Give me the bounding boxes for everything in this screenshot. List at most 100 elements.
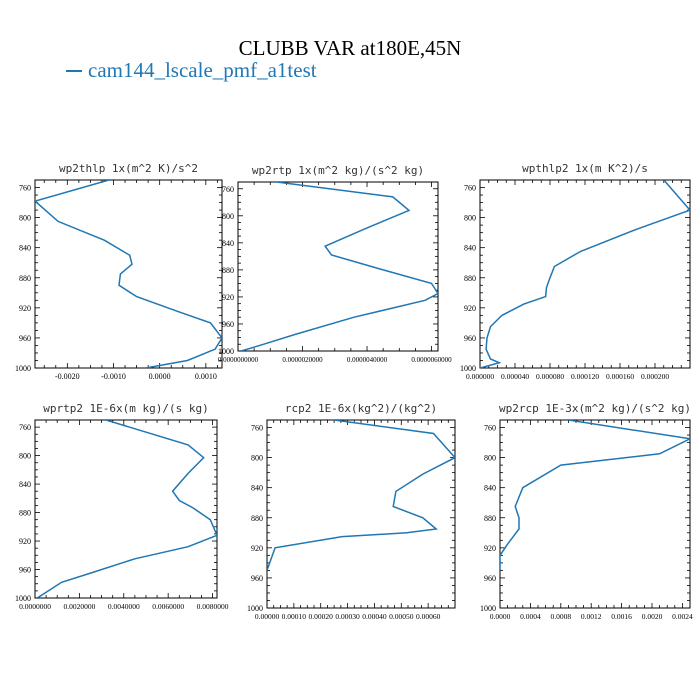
x-tick-label: 0.000080 — [536, 372, 564, 381]
x-tick-label: 0.0008 — [550, 612, 571, 621]
series-line — [500, 420, 690, 571]
y-tick-label: 880 — [19, 509, 31, 518]
x-tick-label: 0.00030 — [335, 612, 360, 621]
x-tick-label: 0.000160 — [606, 372, 634, 381]
panel-title: rcp2 1E-6x(kg^2)/(kg^2) — [285, 402, 437, 415]
y-tick-label: 760 — [251, 424, 263, 433]
x-tick-label: 0.000040 — [501, 372, 529, 381]
y-tick-label: 880 — [251, 514, 263, 523]
y-tick-label: 960 — [464, 334, 476, 343]
y-tick-label: 960 — [222, 320, 234, 329]
series-line — [240, 182, 438, 351]
y-tick-label: 960 — [19, 334, 31, 343]
panel-4: wprtp2 1E-6x(m kg)/(s kg) 760 800 840 880 920… — [15, 402, 229, 611]
y-tick-label: 960 — [19, 566, 31, 575]
y-tick-label: 880 — [19, 274, 31, 283]
y-tick-label: 920 — [464, 304, 476, 313]
x-tick-label: 0.00060 — [416, 612, 441, 621]
x-tick-label: 0.0000 — [149, 372, 171, 381]
panel-2: wp2rtp 1x(m^2 kg)/(s^2 kg) 760 800 840 880 92… — [218, 164, 452, 364]
y-tick-label: 760 — [464, 184, 476, 193]
x-tick-label: 0.0012 — [581, 612, 602, 621]
y-tick-label: 760 — [19, 184, 31, 193]
panel-title: wp2thlp 1x(m^2 K)/s^2 — [59, 162, 198, 175]
panel-title: wp2rcp 1E-3x(m^2 kg)/(s^2 kg) — [499, 402, 691, 415]
panel-5: rcp2 1E-6x(kg^2)/(kg^2) 760 800 840 880 920 96… — [247, 402, 456, 621]
x-tick-label: 0.0004 — [520, 612, 541, 621]
x-tick-label: 0.0020000 — [63, 602, 95, 611]
y-tick-label: 840 — [222, 239, 234, 248]
series-line — [36, 420, 217, 598]
chart-title: CLUBB VAR at180E,45N — [238, 36, 462, 60]
y-tick-label: 800 — [19, 214, 31, 223]
x-tick-label: 0.0000000 — [19, 602, 51, 611]
panel-3: wpthlp2 1x(m K^2)/s 760 800 840 880 920 960 100… — [460, 162, 691, 381]
legend-label: cam144_lscale_pmf_a1test — [88, 58, 317, 82]
y-tick-label: 840 — [251, 484, 263, 493]
y-tick-label: 800 — [222, 212, 234, 221]
y-tick-label: 760 — [222, 185, 234, 194]
y-tick-label: 800 — [19, 452, 31, 461]
panel-1: wp2thlp 1x(m^2 K)/s^2 760 800 840 880 920 960 1… — [15, 162, 223, 381]
y-tick-label: 880 — [464, 274, 476, 283]
y-tick-label: 960 — [251, 574, 263, 583]
x-tick-label: 0.0000000000 — [218, 356, 259, 364]
x-tick-label: 0.0016 — [611, 612, 632, 621]
plot-frame — [34, 419, 218, 599]
panel-title: wpthlp2 1x(m K^2)/s — [522, 162, 648, 175]
panel-title: wp2rtp 1x(m^2 kg)/(s^2 kg) — [252, 164, 424, 177]
x-tick-label: 0.000000 — [466, 372, 494, 381]
x-tick-label: 0.0080000 — [197, 602, 229, 611]
panel-6: wp2rcp 1E-3x(m^2 kg)/(s^2 kg)760 800 840 88… — [480, 402, 693, 621]
x-tick-label: 0.00040 — [362, 612, 387, 621]
y-tick-label: 840 — [19, 480, 31, 489]
plot-frame — [266, 419, 456, 609]
plot-frame — [237, 181, 439, 352]
y-tick-label: 800 — [484, 454, 496, 463]
y-tick-label: 920 — [251, 544, 263, 553]
plot-frame — [34, 179, 223, 369]
y-tick-label: 1000 — [218, 347, 234, 356]
x-tick-label: 0.00050 — [389, 612, 414, 621]
y-tick-label: 1000 — [460, 364, 476, 373]
y-tick-label: 880 — [484, 514, 496, 523]
x-tick-label: 0.0000020000 — [282, 356, 323, 364]
y-tick-label: 1000 — [15, 364, 31, 373]
x-tick-label: 0.0060000 — [152, 602, 184, 611]
x-tick-label: 0.0010 — [195, 372, 217, 381]
x-tick-label: 0.0000040000 — [347, 356, 388, 364]
series-line — [267, 420, 455, 571]
x-tick-label: 0.000200 — [641, 372, 669, 381]
y-tick-label: 1000 — [480, 604, 496, 613]
legend-line-icon — [66, 70, 82, 73]
y-tick-label: 840 — [484, 484, 496, 493]
x-tick-label: 0.00020 — [309, 612, 334, 621]
x-tick-label: 0.0024 — [672, 612, 693, 621]
y-tick-label: 760 — [19, 423, 31, 432]
y-tick-label: 840 — [19, 244, 31, 253]
y-tick-label: 840 — [464, 244, 476, 253]
x-tick-label: 0.000120 — [571, 372, 599, 381]
y-tick-label: 800 — [251, 454, 263, 463]
x-tick-label: 0.0000 — [490, 612, 511, 621]
x-tick-label: -0.0010 — [101, 372, 126, 381]
series-line — [480, 180, 690, 368]
y-tick-label: 760 — [484, 424, 496, 433]
y-tick-label: 920 — [19, 304, 31, 313]
series-line — [35, 180, 222, 368]
y-tick-label: 920 — [484, 544, 496, 553]
y-tick-label: 800 — [464, 214, 476, 223]
y-tick-label: 1000 — [247, 604, 263, 613]
plot-frame — [479, 179, 691, 369]
y-tick-label: 960 — [484, 574, 496, 583]
y-tick-label: 1000 — [15, 594, 31, 603]
legend: cam144_lscale_pmf_a1test — [66, 58, 317, 83]
panel-title: wprtp2 1E-6x(m kg)/(s kg) — [43, 402, 209, 415]
y-tick-label: 880 — [222, 266, 234, 275]
x-tick-label: 0.0040000 — [108, 602, 140, 611]
x-tick-label: 0.0020 — [642, 612, 663, 621]
plot-frame — [499, 419, 691, 609]
y-tick-label: 920 — [222, 293, 234, 302]
y-tick-label: 920 — [19, 537, 31, 546]
